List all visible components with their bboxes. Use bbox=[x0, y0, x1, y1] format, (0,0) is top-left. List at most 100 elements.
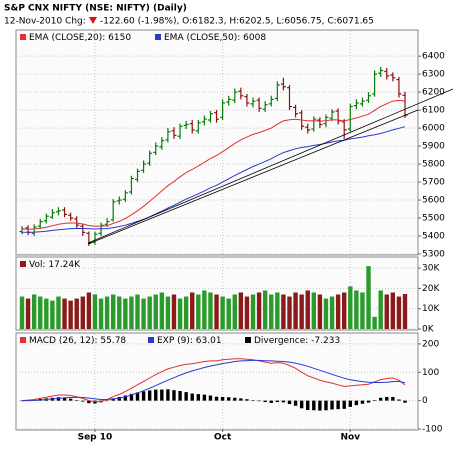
date-change: 12-Nov-2010 Chg: bbox=[4, 17, 86, 27]
volume-bar bbox=[262, 290, 268, 329]
divergence-bar bbox=[129, 393, 134, 401]
divergence-bar bbox=[141, 391, 146, 401]
divergence-bar bbox=[403, 400, 407, 403]
volume-bar bbox=[74, 298, 79, 329]
series-line bbox=[21, 99, 406, 230]
macd-panel bbox=[15, 332, 419, 431]
volume-bar bbox=[220, 296, 225, 329]
legend-swatch bbox=[20, 337, 26, 343]
divergence-bar bbox=[360, 400, 365, 404]
x-tick-label: Sep 10 bbox=[78, 433, 113, 443]
y-tick-label: 0 bbox=[422, 396, 428, 406]
divergence-bar bbox=[245, 399, 249, 401]
volume-bar bbox=[329, 296, 335, 329]
volume-bar bbox=[129, 296, 134, 329]
divergence-bar bbox=[81, 400, 85, 402]
volume-bar bbox=[299, 294, 304, 329]
y-tick-label: 5400 bbox=[422, 232, 445, 242]
divergence-bar bbox=[178, 391, 182, 401]
divergence-bar bbox=[281, 400, 286, 403]
volume-bar bbox=[123, 298, 128, 329]
volume-bar bbox=[372, 316, 377, 329]
x-tick-label: Nov bbox=[340, 433, 360, 443]
volume-bar bbox=[378, 290, 383, 329]
divergence-bar bbox=[269, 400, 273, 403]
divergence-bar bbox=[208, 395, 213, 401]
legend-label: Vol: 17.24K bbox=[29, 260, 81, 270]
series-line bbox=[21, 126, 406, 233]
plot-layer: 5300 5400 5500 5600 5700 5800 5900 6000 6100 6200… bbox=[16, 31, 445, 443]
volume-bar bbox=[293, 292, 298, 329]
volume-bar bbox=[396, 296, 402, 329]
divergence-bar bbox=[105, 400, 109, 402]
y-tick-label: 0K bbox=[422, 325, 435, 335]
volume-bar bbox=[366, 266, 371, 329]
y-tick-label: 20K bbox=[422, 284, 440, 294]
divergence-bar bbox=[202, 394, 207, 401]
volume-bar bbox=[19, 296, 25, 329]
x-tick-label: Oct bbox=[214, 433, 232, 443]
volume-bar bbox=[202, 290, 207, 329]
divergence-bar bbox=[324, 400, 328, 411]
y-tick-label: 10K bbox=[422, 304, 440, 314]
volume-bar bbox=[190, 292, 195, 329]
volume-bar bbox=[62, 298, 67, 329]
volume-bar bbox=[38, 296, 43, 329]
volume-bar bbox=[44, 298, 49, 329]
legend-label: EXP (9): 63.01 bbox=[157, 336, 222, 346]
y-tick-label: 5900 bbox=[422, 142, 445, 152]
divergence-bar bbox=[111, 398, 115, 401]
divergence-bar bbox=[135, 392, 140, 401]
volume-bar bbox=[238, 292, 244, 329]
divergence-bar bbox=[257, 400, 261, 402]
divergence-bar bbox=[239, 398, 243, 401]
volume-bar bbox=[214, 294, 219, 329]
y-tick-label: -100 bbox=[422, 425, 443, 435]
divergence-bar bbox=[372, 400, 377, 401]
divergence-bar bbox=[306, 400, 310, 410]
down-arrow bbox=[89, 17, 97, 24]
trend-line bbox=[87, 88, 454, 244]
volume-bar bbox=[80, 296, 85, 329]
divergence-bar bbox=[56, 397, 61, 401]
divergence-bar bbox=[366, 400, 371, 403]
volume-bar bbox=[68, 300, 73, 329]
divergence-bar bbox=[190, 393, 194, 401]
trend-line bbox=[87, 109, 419, 245]
divergence-bar bbox=[287, 400, 292, 405]
divergence-bar bbox=[87, 400, 91, 404]
volume-bar bbox=[50, 300, 55, 329]
series-line bbox=[21, 358, 406, 403]
volume-bar bbox=[226, 298, 231, 329]
volume-bar bbox=[269, 294, 274, 329]
y-tick-label: 6300 bbox=[422, 70, 445, 80]
volume-bar bbox=[92, 294, 98, 329]
legend-swatch bbox=[155, 34, 161, 40]
volume-bar bbox=[177, 298, 183, 329]
volume-bar bbox=[250, 294, 256, 329]
divergence-bar bbox=[233, 397, 237, 401]
divergence-bar bbox=[378, 397, 383, 401]
divergence-bar bbox=[385, 396, 389, 401]
volume-bar bbox=[141, 298, 146, 329]
volume-bar bbox=[402, 294, 408, 329]
volume-bar bbox=[256, 292, 262, 329]
divergence-bar bbox=[318, 400, 322, 411]
divergence-bar bbox=[172, 390, 176, 401]
divergence-bar bbox=[117, 396, 121, 401]
y-tick-label: 6200 bbox=[422, 88, 445, 98]
divergence-bar bbox=[397, 399, 401, 401]
volume-bar bbox=[147, 296, 152, 329]
volume-bar bbox=[171, 294, 177, 329]
change-summary: -122.60 (-1.98%), O:6182.3, H:6202.5, L:… bbox=[100, 17, 374, 27]
volume-bar bbox=[311, 292, 317, 329]
y-tick-label: 5700 bbox=[422, 178, 445, 188]
divergence-bar bbox=[196, 394, 201, 401]
divergence-bar bbox=[348, 400, 352, 407]
volume-bar bbox=[159, 292, 165, 329]
divergence-bar bbox=[299, 400, 304, 409]
volume-bar bbox=[305, 290, 310, 329]
volume-bar bbox=[287, 296, 292, 329]
volume-bar bbox=[117, 296, 122, 329]
divergence-bar bbox=[184, 392, 188, 401]
